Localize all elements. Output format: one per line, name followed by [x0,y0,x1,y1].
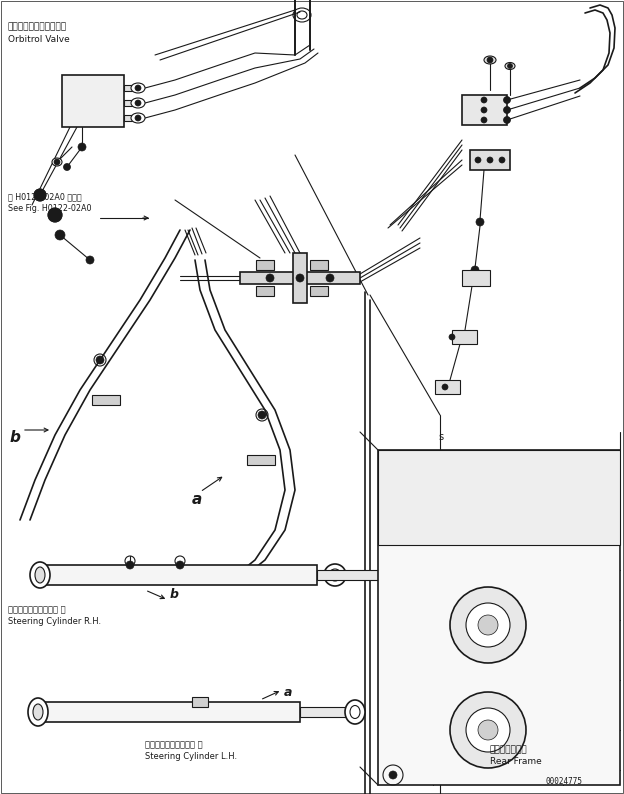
Bar [247,455,275,465]
Ellipse shape [52,158,62,166]
Text: Rear Frame: Rear Frame [490,757,542,766]
Text: Steering Cylinder R.H.: Steering Cylinder R.H. [8,617,101,626]
Circle shape [86,256,94,264]
Text: リヤーフレーム: リヤーフレーム [490,745,528,754]
Circle shape [478,615,498,635]
Ellipse shape [484,56,496,64]
Ellipse shape [131,98,145,108]
Ellipse shape [33,704,43,720]
Circle shape [176,561,184,569]
Bar [310,286,328,296]
Circle shape [475,157,481,163]
Circle shape [504,97,510,103]
Bar [124,85,132,91]
Bar [45,702,300,722]
Circle shape [481,117,487,123]
Ellipse shape [35,567,45,583]
Ellipse shape [131,113,145,123]
Text: Steering Cylinder L.H.: Steering Cylinder L.H. [145,752,237,761]
Bar [124,100,132,106]
Circle shape [466,708,510,752]
Circle shape [481,107,487,113]
Circle shape [504,117,510,124]
Circle shape [64,164,71,171]
Ellipse shape [392,565,408,585]
Circle shape [296,274,304,282]
Text: s: s [438,432,443,442]
Bar [378,450,620,545]
Circle shape [126,561,134,569]
Circle shape [507,64,512,68]
Text: See Fig. H0122-02A0: See Fig. H0122-02A0 [8,204,92,213]
Bar [470,150,510,170]
Circle shape [450,692,526,768]
Circle shape [476,218,484,226]
Polygon shape [388,480,538,540]
Circle shape [471,266,479,274]
Circle shape [478,720,498,740]
Circle shape [389,771,397,779]
Bar [240,272,360,284]
Ellipse shape [505,63,515,70]
Circle shape [36,191,44,199]
Ellipse shape [131,83,145,93]
Text: b: b [10,430,21,445]
Circle shape [55,230,65,240]
Circle shape [487,57,493,63]
Circle shape [48,208,62,222]
Circle shape [449,334,455,340]
Text: ステアリングシリンダ 右: ステアリングシリンダ 右 [8,605,66,614]
Ellipse shape [345,700,365,724]
Circle shape [78,143,86,151]
Bar [62,75,124,127]
Circle shape [504,106,510,114]
Bar [452,330,477,344]
Bar [435,380,460,394]
Text: a: a [192,492,202,507]
Circle shape [481,97,487,103]
Bar [192,697,208,707]
Bar [92,395,120,405]
Circle shape [51,211,59,219]
Text: 00024775: 00024775 [545,777,582,786]
Circle shape [34,189,46,201]
Circle shape [442,384,448,390]
Circle shape [499,157,505,163]
Bar [300,707,352,717]
Circle shape [135,100,141,106]
Circle shape [96,356,104,364]
Ellipse shape [30,562,50,588]
Text: 第 H0122-02A0 図参照: 第 H0122-02A0 図参照 [8,192,82,201]
Circle shape [266,274,274,282]
Text: オービットロールバルブ: オービットロールバルブ [8,22,67,31]
Bar [462,270,490,286]
Text: b: b [170,588,179,602]
Text: ステアリングシリンダ 左: ステアリングシリンダ 左 [145,740,203,749]
Bar [45,565,317,585]
Bar [378,450,620,785]
Circle shape [258,411,266,419]
Circle shape [54,159,60,165]
Circle shape [466,603,510,647]
Bar [462,95,507,125]
Bar [256,286,274,296]
Ellipse shape [324,564,346,586]
Circle shape [487,157,493,163]
Circle shape [135,85,141,91]
Bar [293,253,307,303]
Text: Orbitrol Valve: Orbitrol Valve [8,35,70,44]
Circle shape [450,587,526,663]
Text: a: a [284,686,293,699]
Ellipse shape [28,698,48,726]
Circle shape [135,115,141,121]
Circle shape [326,274,334,282]
Bar [124,115,132,121]
Bar [317,570,397,580]
Bar [310,260,328,270]
Bar [256,260,274,270]
